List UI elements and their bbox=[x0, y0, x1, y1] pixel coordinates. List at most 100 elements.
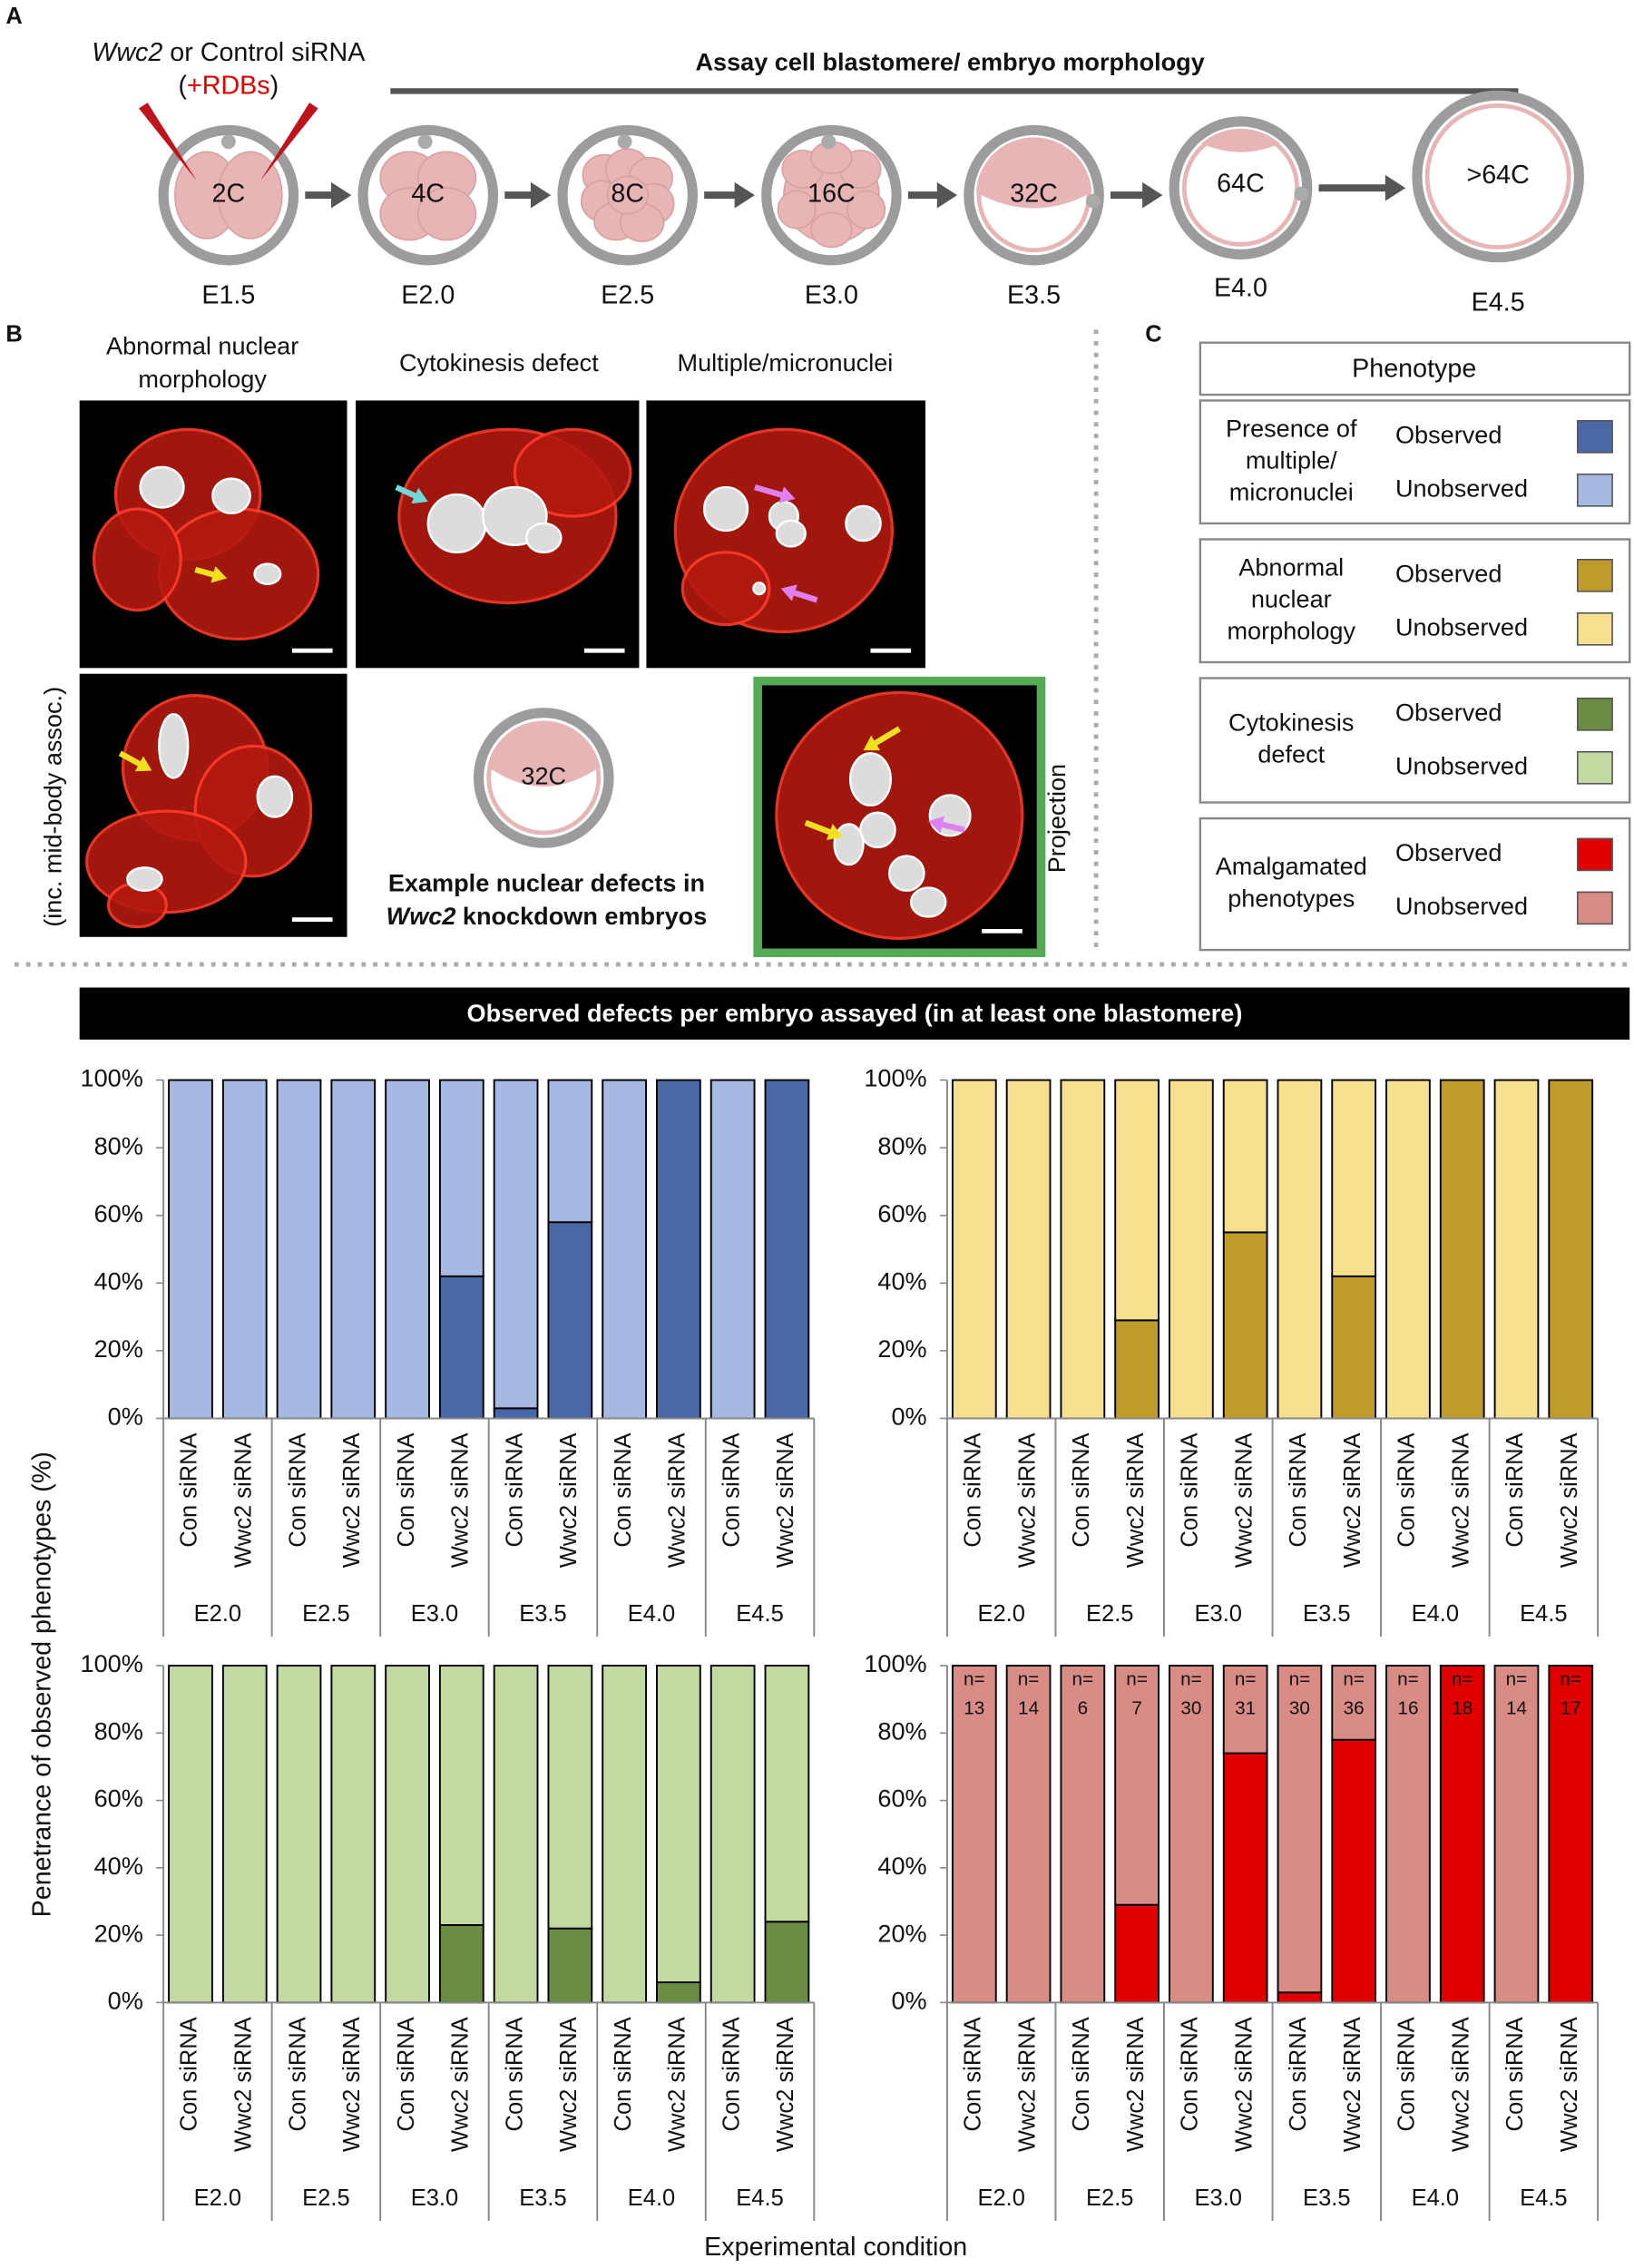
example-caption: Wwc2 knockdown embryos bbox=[386, 902, 708, 930]
banner bbox=[79, 987, 1630, 1040]
bar-segment bbox=[438, 1924, 484, 2004]
embryonic-day: E2.5 bbox=[601, 280, 654, 309]
blastomere bbox=[777, 190, 817, 230]
y-tick-label: 40% bbox=[877, 1266, 926, 1295]
x-tick-label: Wwc2 siRNA bbox=[1340, 2017, 1365, 2152]
x-tick-label: Wwc2 siRNA bbox=[339, 2017, 365, 2152]
y-tick-label: 0% bbox=[108, 1403, 143, 1431]
bar-segment bbox=[221, 1079, 268, 1420]
nucleus bbox=[859, 811, 896, 849]
x-tick-label: Wwc2 siRNA bbox=[556, 2017, 582, 2152]
bar-segment bbox=[1169, 1079, 1214, 1420]
group-label: E4.5 bbox=[1520, 1601, 1567, 1627]
bar-segment bbox=[493, 1079, 539, 1410]
cell-stage: >64C bbox=[1466, 161, 1529, 190]
bar-segment bbox=[764, 1665, 810, 1923]
n-prefix: n= bbox=[1126, 1668, 1148, 1689]
x-tick-label: Wwc2 siRNA bbox=[339, 1432, 365, 1568]
phenotype-label: Cytokinesis bbox=[1228, 709, 1354, 737]
group-label: E4.5 bbox=[736, 1601, 783, 1627]
arrow-head bbox=[734, 181, 755, 209]
micrograph bbox=[646, 400, 926, 669]
nucleus bbox=[126, 866, 163, 892]
bar-segment bbox=[1114, 1903, 1159, 2004]
legend-title-box bbox=[1199, 341, 1631, 396]
x-tick-label: Wwc2 siRNA bbox=[1123, 1432, 1149, 1568]
phenotype-label: Presence of bbox=[1226, 414, 1357, 442]
phenotype-label: Abnormal bbox=[1238, 552, 1344, 581]
inner-cell-mass bbox=[487, 721, 601, 787]
cell-membrane bbox=[513, 427, 632, 518]
y-tick-label: 80% bbox=[94, 1716, 143, 1745]
arrow bbox=[790, 589, 818, 603]
panel-label: A bbox=[5, 4, 22, 29]
y-tick-label: 60% bbox=[877, 1784, 926, 1813]
bar-segment bbox=[951, 1079, 997, 1420]
x-tick-label: Wwc2 siRNA bbox=[448, 2017, 474, 2152]
x-tick-label: Con siRNA bbox=[177, 2017, 202, 2131]
arrow-head bbox=[134, 756, 152, 772]
assay-title: Assay cell blastomere/ embryo morphology bbox=[695, 47, 1204, 75]
nucleus bbox=[426, 493, 487, 554]
legend-label: Observed bbox=[1395, 420, 1502, 448]
bar-segment bbox=[438, 1665, 484, 1926]
arrow-head bbox=[530, 181, 552, 209]
nucleus bbox=[833, 823, 865, 866]
phenotype-label: nuclear bbox=[1251, 584, 1332, 612]
nucleus bbox=[139, 465, 185, 509]
y-tick-label: 20% bbox=[877, 1919, 926, 1947]
x-tick-label: Con siRNA bbox=[502, 2017, 527, 2131]
bar-segment bbox=[1005, 1665, 1052, 2004]
legend-swatch bbox=[1577, 419, 1613, 454]
group-label: E3.0 bbox=[411, 2185, 458, 2211]
y-tick-label: 20% bbox=[94, 1334, 143, 1363]
paren: ( bbox=[178, 71, 187, 100]
bar-segment bbox=[1331, 1275, 1377, 1420]
bar-segment bbox=[656, 1079, 701, 1420]
legend-label: Observed bbox=[1395, 559, 1502, 587]
y-tick-label: 80% bbox=[877, 1131, 926, 1159]
x-tick-label: Wwc2 siRNA bbox=[1231, 1432, 1257, 1568]
bar-segment bbox=[1222, 1752, 1268, 2004]
bar-segment bbox=[1331, 1665, 1377, 1741]
bar-segment bbox=[1277, 1079, 1323, 1420]
n-prefix: n= bbox=[1289, 1668, 1311, 1689]
x-tick-label: Con siRNA bbox=[1502, 1432, 1528, 1547]
embryo bbox=[1412, 90, 1584, 263]
micrograph bbox=[79, 673, 347, 937]
group-label: E3.0 bbox=[411, 1601, 458, 1627]
x-tick-label: Con siRNA bbox=[502, 1432, 527, 1547]
y-tick-label: 40% bbox=[877, 1852, 926, 1880]
y-tick-label: 100% bbox=[81, 1064, 143, 1092]
rdb-text: +RDBs bbox=[187, 71, 270, 100]
legend-label: Unobserved bbox=[1395, 751, 1528, 779]
bar-segment bbox=[438, 1275, 484, 1420]
bar-segment bbox=[493, 1665, 539, 2004]
embryo bbox=[357, 124, 499, 266]
paren: ) bbox=[270, 71, 279, 100]
polar-body bbox=[220, 134, 236, 150]
y-tick-label: 0% bbox=[891, 1403, 926, 1431]
n-count: 14 bbox=[1506, 1697, 1527, 1718]
y-tick-label: 20% bbox=[94, 1919, 143, 1947]
arrow bbox=[395, 484, 420, 501]
nucleus bbox=[848, 752, 892, 807]
example-caption: Example nuclear defects in bbox=[388, 869, 705, 897]
nucleus bbox=[702, 485, 749, 533]
legend-box bbox=[1199, 399, 1631, 525]
embryo bbox=[761, 124, 902, 266]
arrow bbox=[872, 726, 901, 747]
polar-body bbox=[1294, 186, 1309, 201]
phenotype-label: morphology bbox=[1228, 616, 1356, 644]
y-tick-label: 60% bbox=[877, 1199, 926, 1227]
inner-cell-mass bbox=[975, 137, 1092, 209]
bar-segment bbox=[547, 1079, 593, 1224]
x-tick-label: Con siRNA bbox=[177, 1432, 202, 1547]
n-count: 13 bbox=[964, 1697, 984, 1718]
n-count: 18 bbox=[1452, 1697, 1473, 1718]
x-tick-label: Con siRNA bbox=[1178, 2017, 1203, 2131]
x-axis-label: Experimental condition bbox=[704, 2233, 967, 2262]
x-tick-label: Con siRNA bbox=[285, 2017, 310, 2131]
x-tick-label: Wwc2 siRNA bbox=[230, 1432, 256, 1568]
